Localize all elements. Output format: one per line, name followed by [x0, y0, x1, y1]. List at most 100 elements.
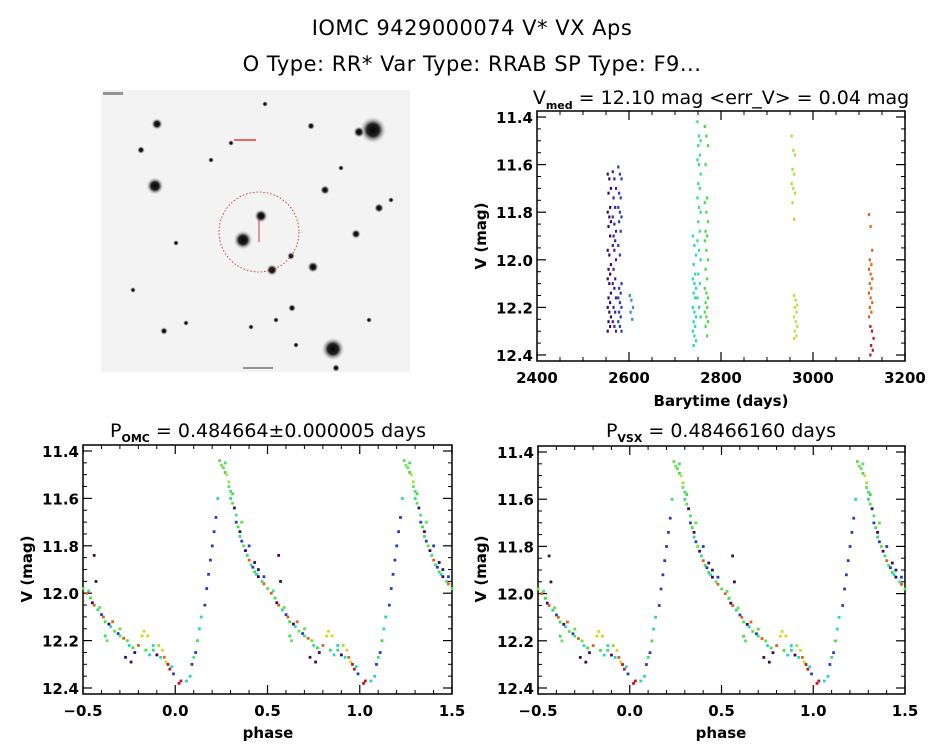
data-point: [225, 473, 229, 477]
data-point: [369, 679, 373, 683]
data-point: [349, 660, 353, 664]
data-point: [706, 220, 710, 224]
data-point: [351, 663, 354, 666]
data-point: [556, 615, 560, 619]
data-point: [188, 674, 192, 678]
data-point: [691, 329, 694, 333]
x-tick-label: 2800: [700, 369, 742, 387]
star: [351, 229, 361, 239]
data-point: [618, 191, 621, 195]
data-point: [393, 558, 397, 562]
data-point: [606, 277, 609, 281]
data-point: [793, 305, 796, 309]
data-point: [867, 291, 871, 295]
data-point: [314, 660, 317, 664]
data-point: [792, 336, 796, 340]
y-tick-label: 11.8: [497, 538, 534, 556]
data-point: [131, 646, 135, 650]
data-point: [214, 516, 218, 519]
data-point: [424, 520, 428, 524]
data-point: [692, 343, 695, 347]
data-point: [125, 639, 129, 643]
data-point: [786, 653, 790, 657]
data-point: [619, 660, 623, 664]
data-point: [806, 667, 810, 671]
star: [233, 230, 253, 250]
data-point: [868, 258, 871, 262]
data-point: [607, 267, 610, 271]
data-point: [413, 489, 417, 493]
data-point: [373, 674, 377, 678]
data-point: [411, 485, 415, 489]
data-point: [157, 644, 161, 647]
data-point: [424, 539, 428, 543]
star: [320, 185, 330, 195]
x-tick-label: 1.5: [892, 702, 919, 720]
data-point: [434, 563, 437, 567]
data-point: [870, 286, 873, 290]
data-point: [98, 606, 102, 609]
data-point: [430, 553, 434, 557]
data-point: [231, 492, 234, 496]
data-point: [804, 663, 808, 666]
data-point: [586, 646, 590, 650]
data-point: [867, 497, 870, 501]
data-point: [536, 587, 540, 591]
data-point: [694, 296, 697, 300]
data-point: [107, 622, 111, 626]
data-point: [362, 681, 365, 685]
data-point: [874, 526, 878, 530]
data-point: [883, 554, 887, 558]
data-point: [618, 210, 621, 214]
data-point: [707, 571, 711, 574]
data-point: [209, 558, 212, 562]
star: [293, 342, 299, 348]
data-point: [620, 177, 623, 181]
data-point: [103, 634, 107, 638]
x-tick-label: 1.0: [800, 702, 827, 720]
data-point: [292, 622, 295, 626]
data-point: [437, 561, 441, 564]
data-point: [310, 639, 314, 643]
data-point: [828, 663, 832, 666]
star: [208, 157, 214, 163]
data-point: [408, 471, 412, 474]
data-point: [606, 172, 609, 176]
data-point: [251, 565, 255, 569]
data-point: [197, 627, 201, 631]
data-point: [795, 644, 799, 648]
data-point: [290, 639, 293, 643]
data-point: [129, 660, 133, 664]
data-point: [151, 648, 155, 652]
data-point: [683, 490, 687, 494]
data-point: [210, 544, 214, 548]
data-point: [704, 324, 707, 328]
star: [338, 165, 344, 171]
data-point: [613, 656, 617, 659]
data-point: [118, 634, 122, 638]
data-point: [793, 172, 796, 176]
data-point: [92, 553, 96, 557]
data-point: [345, 648, 349, 652]
data-point: [677, 462, 681, 466]
data-point: [212, 530, 216, 534]
data-point: [611, 644, 615, 648]
page-subtitle: O Type: RR* Var Type: RRAB SP Type: F9..…: [242, 52, 702, 76]
data-point: [389, 587, 393, 590]
data-point: [697, 220, 700, 224]
data-point: [657, 604, 661, 607]
data-point: [205, 587, 209, 590]
data-point: [794, 320, 797, 324]
star: [273, 317, 279, 323]
data-point: [784, 634, 788, 638]
data-point: [618, 220, 621, 224]
data-point: [336, 648, 340, 652]
data-point: [544, 597, 547, 600]
y-tick-label: 12.4: [497, 680, 534, 698]
phase-omc-plot: POMC = 0.484664±0.000005 days phase V (m…: [18, 420, 465, 742]
data-point: [411, 480, 415, 484]
data-point: [869, 272, 872, 276]
data-point: [609, 263, 613, 267]
data-point: [606, 648, 610, 652]
data-point: [423, 535, 426, 538]
